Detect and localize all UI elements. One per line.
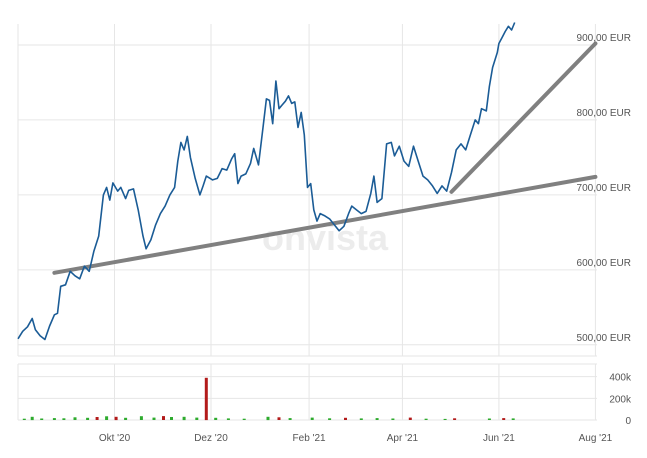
x-tick-label: Apr '21 [387, 433, 419, 444]
x-tick-label: Okt '20 [99, 433, 131, 444]
volume-bar [214, 417, 218, 420]
volume-bar [22, 418, 26, 420]
price-y-axis: 500,00 EUR 600,00 EUR 700,00 EUR 800,00 EUR… [577, 33, 631, 344]
volume-bar [105, 416, 109, 420]
volume-bar [52, 418, 56, 420]
volume-bar [453, 418, 457, 420]
volume-bar [226, 418, 230, 420]
volume-bar [344, 417, 347, 420]
x-axis: Okt '20 Dez '20 Feb '21 Apr '21 Jun '21 Aug '… [99, 433, 613, 444]
volume-bar [170, 417, 173, 420]
volume-bar [86, 417, 90, 420]
volume-bar [375, 418, 379, 420]
volume-bar [139, 416, 143, 420]
volume-bar [288, 418, 292, 420]
trend-line [449, 41, 598, 194]
trend-lines [52, 41, 598, 275]
volume-bar [424, 418, 428, 420]
volume-bar [328, 418, 332, 420]
price-series [17, 22, 516, 341]
volume-bars [22, 377, 515, 421]
volume-bar [73, 417, 77, 420]
x-tick-label: Feb '21 [293, 433, 326, 444]
volume-bar [62, 418, 66, 420]
volume-y-tick-label: 0 [625, 416, 631, 427]
volume-bar [40, 418, 44, 420]
volume-bar [511, 418, 515, 420]
volume-bar [443, 418, 447, 420]
volume-bar [124, 417, 128, 420]
volume-bar [408, 417, 412, 420]
volume-bar [310, 417, 314, 420]
x-tick-label: Aug '21 [579, 433, 613, 444]
volume-bar [162, 416, 165, 420]
volume-bar [391, 418, 395, 420]
price-y-tick-label: 900,00 EUR [577, 33, 631, 44]
volume-bar [359, 418, 363, 420]
volume-bar [242, 418, 246, 420]
trend-line [52, 174, 598, 275]
volume-bar [502, 418, 506, 420]
volume-bar [182, 416, 186, 421]
price-y-tick-label: 500,00 EUR [577, 333, 631, 344]
volume-y-axis: 0 200k 400k [609, 373, 632, 427]
volume-bar [195, 417, 199, 420]
price-y-tick-label: 600,00 EUR [577, 258, 631, 269]
volume-grid [17, 363, 597, 421]
volume-bar [30, 416, 34, 421]
price-line [17, 22, 516, 341]
volume-bar [152, 417, 156, 420]
volume-y-tick-label: 400k [609, 373, 632, 384]
price-y-tick-label: 700,00 EUR [577, 183, 631, 194]
volume-bar [95, 417, 99, 420]
volume-bar [114, 416, 118, 421]
volume-bar [266, 416, 270, 421]
price-grid [17, 24, 597, 357]
x-tick-label: Dez '20 [194, 433, 228, 444]
volume-y-tick-label: 200k [609, 394, 632, 405]
volume-bar [487, 418, 491, 420]
volume-bar [204, 377, 208, 421]
price-y-tick-label: 800,00 EUR [577, 108, 631, 119]
x-tick-label: Jun '21 [483, 433, 515, 444]
volume-bar [277, 417, 281, 420]
